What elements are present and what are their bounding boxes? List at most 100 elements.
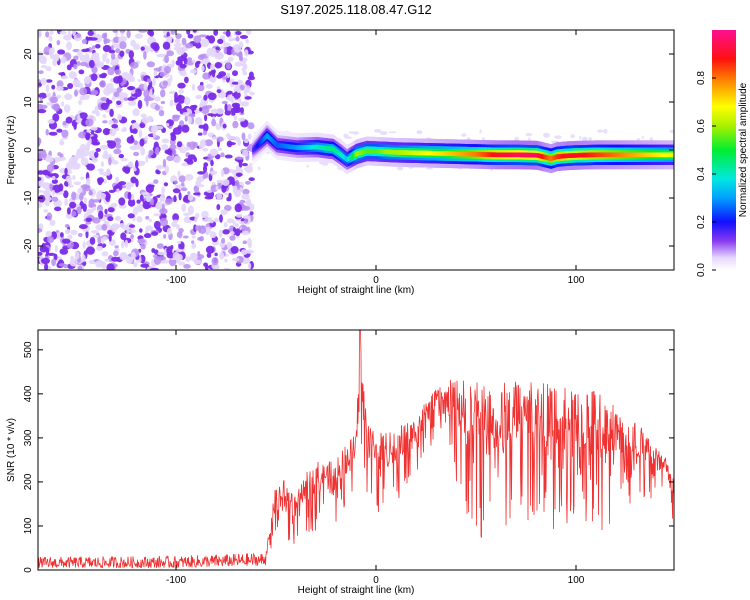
noise-blob [192,104,198,109]
noise-blob [241,193,250,200]
noise-blob [226,104,232,111]
noise-blob [90,230,99,234]
noise-blob [241,101,250,107]
noise-blob [217,38,224,45]
noise-blob [226,136,236,140]
noise-blob [161,214,167,219]
noise-blob [145,225,154,231]
noise-blob [185,43,194,49]
noise-blob [66,207,71,215]
noise-blob [197,171,206,175]
noise-blob [129,145,139,151]
noise-blob [227,56,234,62]
colorbar-tick-label: 0.0 [696,263,707,277]
noise-blob [210,170,218,175]
noise-blob [63,264,69,269]
noise-blob [151,248,156,253]
noise-blob [172,219,179,223]
noise-blob [70,229,78,235]
noise-blob [166,50,174,57]
noise-blob [140,243,146,250]
noise-blob [148,218,152,223]
noise-blob [113,91,120,98]
noise-blob [149,267,159,270]
noise-blob [177,170,181,178]
noise-blob [233,91,241,99]
noise-blob [51,84,56,90]
noise-blob [225,30,231,37]
noise-blob [63,104,71,113]
noise-blob [139,194,144,202]
noise-blob [461,133,467,137]
noise-blob [58,72,66,76]
noise-blob [45,247,50,256]
noise-blob [52,113,60,122]
noise-blob [139,123,146,129]
noise-blob [101,251,109,257]
noise-blob [122,127,127,132]
noise-blob [137,99,143,109]
noise-blob [74,251,80,260]
noise-blob [245,38,249,44]
noise-blob [79,54,88,62]
noise-blob [223,221,228,228]
noise-blob [77,187,83,194]
noise-blob [100,144,109,150]
noise-blob [133,262,138,268]
noise-blob [127,213,135,219]
noise-blob [58,183,64,192]
noise-blob [104,258,110,262]
noise-blob [79,87,88,96]
noise-blob [79,95,86,101]
noise-blob [131,90,135,95]
y-tick-label: 400 [23,385,34,402]
noise-blob [133,151,140,157]
noise-blob [130,61,139,69]
noise-blob [118,36,128,42]
noise-blob [178,228,184,233]
snr-y-label: SNR (10 * v/v) [6,418,17,482]
noise-blob [234,203,243,213]
noise-blob [104,208,108,215]
noise-blob [184,173,194,181]
noise-blob [221,237,226,244]
noise-blob [56,40,61,46]
noise-blob [222,179,230,186]
noise-blob [235,213,243,218]
noise-blob [201,210,209,219]
noise-blob [479,129,482,134]
noise-blob [76,33,82,38]
noise-blob [165,30,171,33]
noise-blob [116,100,122,106]
noise-blob [51,258,56,267]
noise-blob [63,190,69,199]
noise-blob [98,210,104,220]
noise-blob [183,212,191,216]
noise-blob [154,146,160,156]
noise-blob [119,252,128,261]
noise-blob [149,88,153,98]
noise-blob [211,257,219,266]
noise-blob [108,189,116,193]
noise-blob [202,147,209,152]
noise-blob [187,191,191,195]
noise-blob [90,73,98,82]
noise-blob [57,49,66,55]
noise-blob [198,225,202,234]
noise-blob [225,62,231,70]
noise-blob [205,264,209,270]
noise-blob [248,262,252,270]
noise-blob [98,192,107,200]
noise-blob [242,240,247,244]
noise-blob [181,124,190,133]
noise-blob [100,102,109,111]
colorbar-tick-label: 0.4 [696,167,707,181]
noise-blob [191,83,196,91]
noise-blob [176,141,183,148]
noise-blob [216,89,222,94]
noise-blob [242,163,248,167]
noise-blob [48,48,53,57]
noise-blob [45,66,52,72]
noise-blob [49,96,58,104]
noise-blob [139,161,146,165]
